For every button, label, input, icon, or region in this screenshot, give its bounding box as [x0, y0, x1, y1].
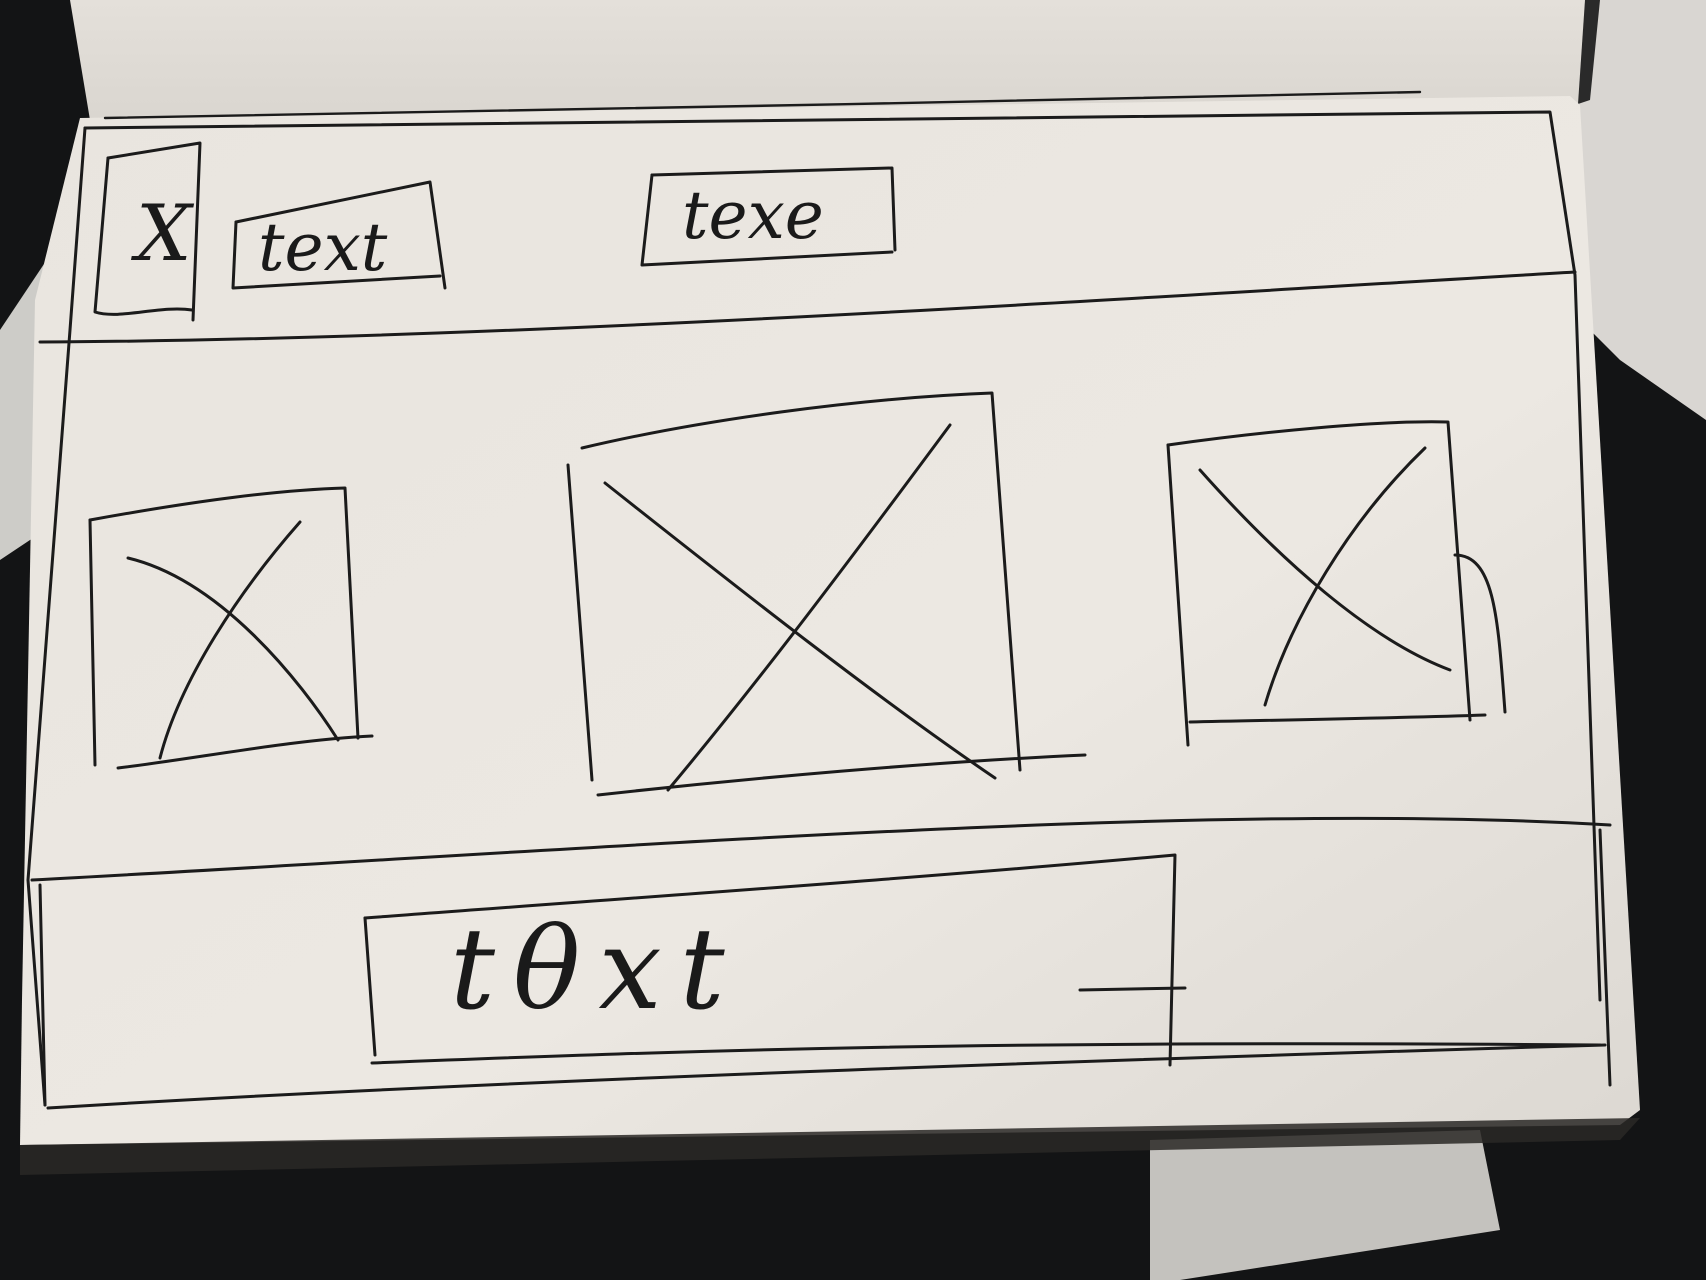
- nav-text-box-1[interactable]: text: [231, 180, 447, 290]
- footer-bottom-border: [46, 1043, 1607, 1110]
- image-placeholder-center[interactable]: [566, 391, 1087, 797]
- image-placeholder-right[interactable]: [1166, 420, 1507, 747]
- footer-bar: tθxt: [38, 828, 1612, 1110]
- binding-line: [103, 90, 1422, 120]
- logo-placeholder-label: X: [130, 189, 195, 279]
- notebook-bottom-edge: [20, 1118, 1640, 1175]
- nav-text-2-label: texe: [682, 177, 824, 254]
- footer-text-box[interactable]: tθxt: [363, 853, 1602, 1067]
- header-bar: X text texe: [38, 141, 1577, 344]
- frame-top-right-edge: [83, 110, 1602, 1002]
- main-bottom-border: [30, 816, 1612, 882]
- header-bottom-border: [38, 270, 1577, 344]
- footer-text-label: tθxt: [450, 905, 743, 1035]
- image-placeholder-left[interactable]: [88, 486, 374, 770]
- main-content: [30, 391, 1612, 882]
- notebook-spine-edge: [1578, 0, 1600, 104]
- nav-text-1-label: text: [258, 209, 388, 286]
- background-object: [1150, 1130, 1500, 1280]
- notebook-page: [20, 96, 1640, 1145]
- logo-placeholder[interactable]: X: [93, 141, 202, 322]
- nav-text-box-2[interactable]: texe: [640, 166, 897, 267]
- footer-right-edge: [1598, 828, 1612, 1087]
- frame-left-edge: [26, 126, 87, 1107]
- footer-left-edge: [38, 883, 47, 1107]
